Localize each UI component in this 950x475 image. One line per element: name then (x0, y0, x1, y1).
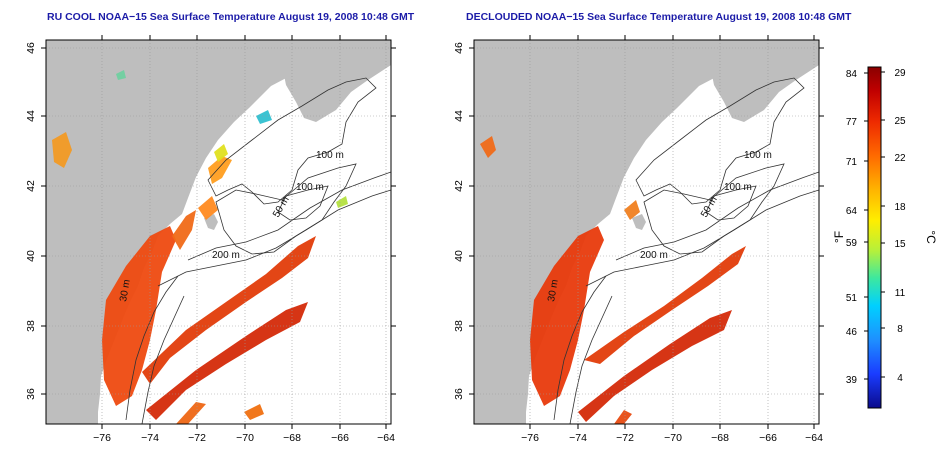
x-tick-label: −70 (664, 432, 682, 444)
right-panel-title: DECLOUDED NOAA−15 Sea Surface Temperatur… (466, 11, 852, 23)
sst-patch (584, 246, 746, 364)
x-tick-label: −68 (283, 432, 301, 444)
x-tick-label: −70 (236, 432, 254, 444)
bathymetry-contour (569, 295, 613, 424)
bathymetry-contour (585, 189, 819, 287)
x-tick-label: −76 (521, 432, 539, 444)
contour-label: 100 m (316, 150, 344, 161)
y-tick-label: 36 (25, 388, 37, 400)
sst-patch (102, 226, 176, 406)
left-panel-title: RU COOL NOAA−15 Sea Surface Temperature … (47, 11, 415, 23)
celsius-tick-label: 18 (894, 202, 906, 213)
x-tick-label: −72 (616, 432, 634, 444)
sst-patch (198, 196, 218, 220)
x-tick-label: −72 (188, 432, 206, 444)
contour-label: 100 m (724, 182, 752, 193)
y-tick-label: 46 (25, 42, 37, 54)
y-tick-label: 42 (25, 180, 37, 192)
cape-cod-land (632, 214, 646, 230)
contour-label: 100 m (296, 182, 324, 193)
x-tick-label: −74 (141, 432, 159, 444)
bathymetry-contour (125, 275, 179, 421)
plot-frame (473, 39, 820, 425)
sst-patch (172, 210, 196, 250)
fahrenheit-tick-label: 71 (846, 157, 858, 168)
celsius-tick-label: 25 (894, 116, 906, 127)
fahrenheit-tick-label: 84 (846, 69, 858, 80)
celsius-label: °C (924, 230, 938, 244)
x-tick-label: −68 (711, 432, 729, 444)
sst-patch (624, 200, 640, 220)
sst-patch (244, 404, 264, 420)
sst-patch (52, 132, 72, 168)
contour-label: 200 m (640, 250, 668, 261)
bathymetry-contour (635, 77, 805, 205)
sst-patch (480, 136, 496, 158)
bathymetry-contour (705, 185, 757, 221)
sst-patch (214, 144, 228, 162)
celsius-tick-label: 29 (894, 68, 906, 79)
y-tick-label: 40 (25, 250, 37, 262)
x-tick-label: −66 (331, 432, 349, 444)
x-tick-label: −64 (805, 432, 823, 444)
contour-label: 30 m (546, 279, 561, 303)
bathymetry-contour (277, 185, 329, 221)
bathymetry-contour (141, 295, 185, 424)
y-tick-label: 44 (453, 110, 465, 122)
contour-label: 30 m (118, 279, 133, 303)
sst-patch (142, 236, 316, 384)
y-tick-label: 38 (453, 320, 465, 332)
sst-patch (256, 110, 272, 124)
bathymetry-contour (553, 275, 607, 421)
bathymetry-contour (207, 77, 377, 205)
fahrenheit-label: °F (832, 231, 846, 243)
contour-label: 100 m (744, 150, 772, 161)
x-tick-label: −76 (93, 432, 111, 444)
sst-patch (146, 302, 308, 420)
fahrenheit-tick-label: 46 (846, 327, 858, 338)
y-tick-label: 44 (25, 110, 37, 122)
y-tick-label: 38 (25, 320, 37, 332)
sst-patch (208, 156, 232, 184)
celsius-tick-label: 8 (897, 324, 903, 335)
bathymetry-contour (615, 171, 819, 261)
x-tick-label: −64 (377, 432, 395, 444)
contour-label: 200 m (212, 250, 240, 261)
y-tick-label: 46 (453, 42, 465, 54)
colorbar-gradient (867, 66, 882, 409)
fahrenheit-tick-label: 51 (846, 293, 858, 304)
sst-patch (614, 410, 632, 424)
celsius-tick-label: 11 (895, 288, 906, 299)
x-tick-label: −74 (569, 432, 587, 444)
sst-patch (116, 70, 126, 80)
nova-scotia-land (706, 40, 819, 122)
fahrenheit-tick-label: 64 (846, 206, 858, 217)
y-tick-label: 42 (453, 180, 465, 192)
nova-scotia-land (278, 40, 391, 122)
sst-patch (176, 402, 206, 424)
y-tick-label: 36 (453, 388, 465, 400)
y-tick-label: 40 (453, 250, 465, 262)
fahrenheit-tick-label: 77 (846, 117, 858, 128)
plot-frame (45, 39, 392, 425)
sst-patch (530, 226, 604, 406)
celsius-tick-label: 15 (894, 239, 906, 250)
sst-patch (578, 310, 732, 422)
fahrenheit-tick-label: 59 (846, 238, 858, 249)
celsius-tick-label: 22 (894, 153, 906, 164)
celsius-tick-label: 4 (897, 373, 903, 384)
sst-patch (336, 196, 348, 208)
bathymetry-contour (157, 189, 391, 287)
x-tick-label: −66 (759, 432, 777, 444)
bathymetry-contour (187, 171, 391, 261)
fahrenheit-tick-label: 39 (846, 375, 858, 386)
